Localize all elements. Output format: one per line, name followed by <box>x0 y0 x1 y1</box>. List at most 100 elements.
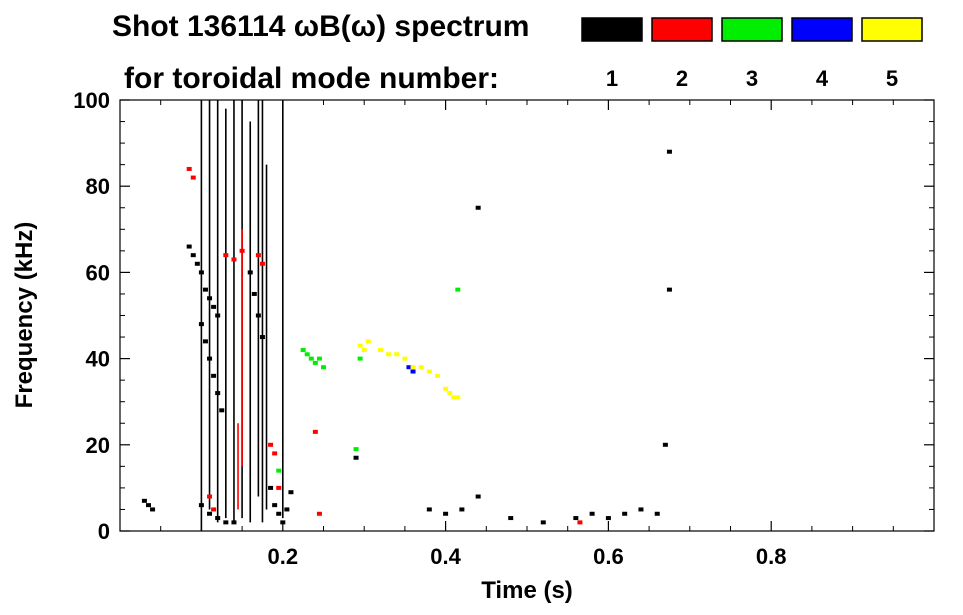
mode-1-point <box>272 503 278 508</box>
x-tick-label: 0.2 <box>268 544 299 569</box>
mode-5-point <box>386 352 392 357</box>
y-tick-label: 20 <box>86 433 110 458</box>
legend-swatch-mode-4 <box>791 17 853 42</box>
legend-label-mode-3: 3 <box>746 66 758 91</box>
mode-5-point <box>455 395 461 400</box>
legend-swatch-mode-3 <box>721 17 783 42</box>
mode-5-point <box>443 386 449 391</box>
mode-1-point <box>223 520 229 525</box>
mode-1-point <box>202 339 208 344</box>
mode-1-point <box>288 490 294 495</box>
mode-1-point <box>190 253 196 258</box>
mode-1-point <box>145 503 151 508</box>
mode-1-point <box>443 511 449 516</box>
legend-swatch-mode-2 <box>651 17 713 42</box>
legend-label-mode-5: 5 <box>886 66 898 91</box>
chart-title-line1: Shot 136114 ωB(ω) spectrum <box>112 10 529 43</box>
mode-1-point <box>219 408 225 413</box>
mode-1-point <box>215 516 221 521</box>
mode-2-point <box>272 451 278 456</box>
y-tick-label: 0 <box>98 519 110 544</box>
mode-1-point <box>247 270 253 275</box>
mode-1-point <box>426 507 432 512</box>
mode-1-point <box>605 516 611 521</box>
mode-1-point <box>198 270 204 275</box>
mode-5-point <box>361 347 367 352</box>
mode-1-point <box>207 296 213 301</box>
mode-1-point <box>194 261 200 266</box>
mode-1-point <box>573 516 579 521</box>
mode-1-point <box>508 516 514 521</box>
y-axis-label: Frequency (kHz) <box>11 222 38 409</box>
mode-1-point <box>475 205 481 210</box>
mode-1-point <box>198 322 204 327</box>
y-tick-label: 80 <box>86 174 110 199</box>
mode-1-point <box>259 335 265 340</box>
x-tick-label: 0.6 <box>593 544 624 569</box>
mode-3-point <box>353 447 359 452</box>
axis-ticks: 0 20 40 60 80 100 0.2 0.4 0.6 0.8 <box>73 88 934 569</box>
mode-1-point <box>276 511 282 516</box>
legend-label-mode-1: 1 <box>606 66 618 91</box>
mode-5-point <box>365 339 371 344</box>
mode-5-point <box>402 356 408 361</box>
mode-1-point <box>662 442 668 447</box>
x-tick-label: 0.4 <box>430 544 461 569</box>
mode-3-point <box>304 352 310 357</box>
legend-label-mode-4: 4 <box>816 66 829 91</box>
mode-1-point <box>141 498 147 503</box>
legend-label-mode-2: 2 <box>676 66 688 91</box>
mode-legend: 1 2 3 4 5 <box>581 17 923 91</box>
mode-1-point <box>638 507 644 512</box>
mode-3-point <box>455 287 461 292</box>
mode-2-point <box>255 253 261 258</box>
mode-1-point <box>207 356 213 361</box>
mode-5-point <box>410 365 416 370</box>
mode-5-point <box>377 347 383 352</box>
mode-3-point <box>276 468 282 473</box>
mode-1-point <box>353 455 359 460</box>
mode-1-point <box>215 391 221 396</box>
y-tick-label: 40 <box>86 347 110 372</box>
mode-1-point <box>211 304 217 309</box>
mode-1-point <box>215 313 221 318</box>
mode-1-point <box>251 291 257 296</box>
mode-1-point <box>211 373 217 378</box>
mode-5-point <box>426 369 432 374</box>
mode-2-point <box>207 494 213 499</box>
mode-4-point <box>406 365 412 370</box>
mode-1-point <box>459 507 465 512</box>
mode-2-point <box>186 166 192 171</box>
mode-3-point <box>316 356 322 361</box>
mode-2-point <box>577 520 583 525</box>
mode-2-point <box>316 511 322 516</box>
mode-2-point <box>259 261 265 266</box>
mode-2-point <box>268 442 274 447</box>
x-tick-label: 0.8 <box>756 544 787 569</box>
mode-1-point <box>589 511 595 516</box>
mode-3-point <box>300 347 306 352</box>
legend-swatch-mode-5 <box>861 17 923 42</box>
legend-swatch-mode-1 <box>581 17 643 42</box>
mode-5-point <box>447 391 453 396</box>
mode-1-point <box>284 507 290 512</box>
mode-1-point <box>540 520 546 525</box>
chart-title-line2: for toroidal mode number: <box>124 62 499 95</box>
mode-5-point <box>451 395 457 400</box>
mode-1-point <box>268 485 274 490</box>
mode-1-point <box>207 511 213 516</box>
mode-3-point <box>321 365 326 370</box>
mode-2-point <box>276 485 282 490</box>
mode-1-point <box>666 287 672 292</box>
mode-2-point <box>190 175 196 180</box>
mode-1-point <box>231 520 237 525</box>
mode-5-point <box>418 365 424 370</box>
mode-5-point <box>434 373 440 378</box>
mode-1-point <box>202 287 208 292</box>
mode-1-point <box>198 503 204 508</box>
mode-3-point <box>308 356 314 361</box>
mode-5-point <box>394 352 400 357</box>
mode-4-point <box>410 369 416 374</box>
mode-1-point <box>186 244 192 249</box>
